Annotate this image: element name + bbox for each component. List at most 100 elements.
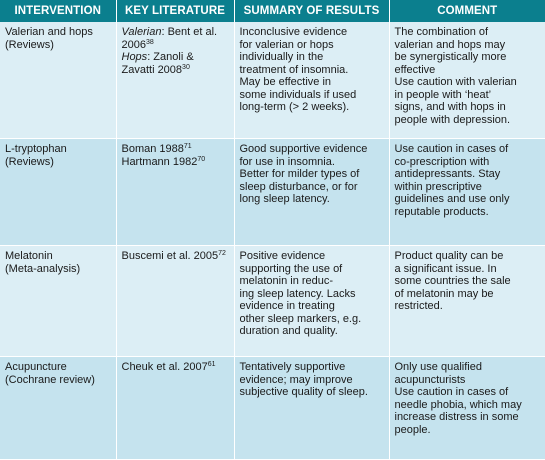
comment-line: increase distress in some [394, 411, 519, 423]
literature-text: Hartmann 1982 [121, 155, 198, 168]
summary-line: subjective quality of sleep. [239, 386, 368, 398]
comment-line: guidelines and use only [394, 193, 510, 205]
comment-line: reputable products. [394, 205, 489, 218]
literature-ref: 30 [182, 63, 190, 71]
intervention-name: Acupuncture [5, 361, 67, 373]
literature-line: Cheuk et al. 200761 [122, 361, 229, 374]
literature-cell: Buscemi et al. 200572 [116, 245, 235, 357]
summary-cell: Good supportive evidence for use in inso… [234, 138, 390, 246]
summary-line: long-term (> 2 weeks). [239, 101, 350, 113]
literature-cell: Boman 198871 Hartmann 198270 [116, 138, 235, 246]
intervention-name: Valerian and hops [5, 26, 93, 38]
comment-line: acupuncturists [394, 373, 466, 386]
comment-line: within prescriptive [394, 180, 482, 193]
comment-line: people. [394, 423, 431, 436]
literature-line: 200638 [122, 39, 229, 52]
table-row: L-tryptophan (Reviews) Boman 198871 Hart… [0, 138, 545, 246]
summary-line: for use in insomnia. [239, 155, 335, 168]
comment-line: restricted. [394, 300, 443, 312]
comment-line: antidepressants. Stay [394, 168, 501, 180]
literature-line: Buscemi et al. 200572 [122, 250, 229, 263]
literature-line: Boman 198871 [122, 143, 229, 156]
summary-line: duration and quality. [239, 325, 338, 337]
intervention-type: (Meta-analysis) [5, 262, 81, 275]
literature-ref: 72 [218, 250, 226, 257]
literature-line: Zavatti 200830 [122, 64, 229, 77]
summary-line: long sleep latency. [239, 193, 330, 205]
summary-line: Positive evidence [239, 250, 326, 262]
header-comment: COMMENT [389, 0, 545, 22]
comment-cell: Only use qualified acupuncturists Use ca… [389, 356, 545, 460]
literature-line: Valerian: Bent et al. [122, 26, 229, 39]
literature-line: Hops: Zanoli & [122, 51, 229, 64]
summary-line: Good supportive evidence [239, 143, 368, 155]
summary-line: evidence; may improve [239, 373, 353, 386]
header-key-literature: KEY LITERATURE [116, 0, 235, 22]
header-summary-of-results: SUMMARY OF RESULTS [234, 0, 390, 22]
comment-line: Use caution in cases of [394, 143, 509, 155]
literature-cell: Valerian: Bent et al. 200638 Hops: Zanol… [116, 22, 235, 139]
intervention-name: Melatonin [5, 250, 53, 262]
comment-line: needle phobia, which may [394, 398, 522, 411]
header-intervention: INTERVENTION [0, 0, 117, 22]
comment-line: Product quality can be [394, 250, 504, 262]
summary-line: treatment of insomnia. [239, 63, 349, 76]
summary-line: sleep disturbance, or for [239, 180, 358, 193]
summary-line: May be effective in [239, 76, 332, 88]
literature-text: Zavatti 2008 [121, 63, 183, 76]
summary-line: Tentatively supportive [239, 361, 346, 373]
summary-line: some individuals if used [239, 88, 357, 101]
literature-ref: 61 [207, 361, 216, 368]
comment-line: Only use qualified [394, 361, 482, 373]
comment-line: in people with ‘heat’ [394, 88, 492, 101]
intervention-name: L-tryptophan [5, 143, 67, 155]
table-row: Acupuncture (Cochrane review) Cheuk et a… [0, 356, 545, 460]
comment-line: co-prescription with [394, 155, 490, 168]
comment-line: effective [394, 63, 436, 76]
summary-line: melatonin in reduc- [239, 275, 334, 287]
literature-text: : Bent et al. [161, 26, 218, 38]
summary-line: ing sleep latency. Lacks [239, 287, 356, 300]
intervention-cell: Acupuncture (Cochrane review) [0, 356, 117, 460]
comment-cell: The combination of valerian and hops may… [389, 22, 545, 139]
table-row: Melatonin (Meta-analysis) Buscemi et al.… [0, 245, 545, 357]
comment-line: a significant issue. In [394, 262, 497, 275]
comment-line: people with depression. [394, 113, 511, 126]
summary-line: Better for milder types of [239, 168, 360, 180]
comment-line: be synergistically more [394, 51, 507, 63]
summary-line: for valerian or hops [239, 38, 334, 51]
summary-line: individually in the [239, 51, 324, 63]
literature-text: Buscemi et al. 2005 [121, 250, 219, 262]
comment-line: Use caution in cases of [394, 386, 509, 398]
comment-line: signs, and with hops in [394, 101, 506, 113]
literature-label: Valerian [121, 26, 162, 38]
summary-line: other sleep markers, e.g. [239, 312, 362, 325]
literature-label: Hops [121, 51, 148, 63]
intervention-cell: Valerian and hops (Reviews) [0, 22, 117, 139]
literature-text: Boman 1988 [121, 143, 184, 155]
literature-text: 2006 [121, 38, 146, 51]
comment-line: some countries the sale [394, 275, 511, 287]
comment-line: The combination of [394, 26, 489, 38]
summary-line: evidence in treating [239, 300, 335, 312]
summary-line: Inconclusive evidence [239, 26, 348, 38]
literature-ref: 38 [145, 38, 154, 46]
intervention-type: (Cochrane review) [5, 373, 95, 386]
literature-cell: Cheuk et al. 200761 [116, 356, 235, 460]
literature-ref: 70 [197, 155, 206, 163]
header-row: INTERVENTION KEY LITERATURE SUMMARY OF R… [0, 0, 545, 22]
literature-line: Hartmann 198270 [122, 156, 229, 169]
summary-cell: Tentatively supportive evidence; may imp… [234, 356, 390, 460]
intervention-cell: L-tryptophan (Reviews) [0, 138, 117, 246]
summary-cell: Inconclusive evidence for valerian or ho… [234, 22, 390, 139]
literature-text: : Zanoli & [147, 51, 194, 63]
summary-line: supporting the use of [239, 262, 343, 275]
comment-line: Use caution with valerian [394, 76, 517, 88]
literature-text: Cheuk et al. 2007 [121, 361, 208, 373]
comment-line: valerian and hops may [394, 38, 506, 51]
literature-ref: 71 [183, 143, 192, 150]
intervention-type: (Reviews) [5, 38, 54, 51]
intervention-cell: Melatonin (Meta-analysis) [0, 245, 117, 357]
